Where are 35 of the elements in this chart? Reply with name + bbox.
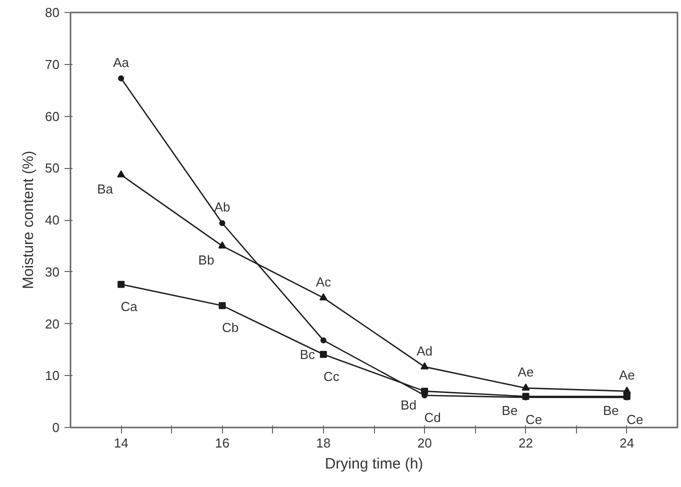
y-tick-label: 0 — [52, 420, 60, 435]
annotation: Cd — [424, 410, 441, 425]
y-tick-label: 20 — [45, 316, 60, 332]
annotation: Ae — [518, 364, 534, 380]
annotation: Ac — [316, 274, 332, 290]
y-tick-label: 70 — [45, 56, 60, 72]
x-tick-label: 22 — [518, 436, 533, 450]
y-tick-label: 80 — [45, 5, 60, 20]
y-tick-label: 30 — [45, 264, 60, 280]
annotation: Aa — [113, 54, 130, 70]
y-axis-title: Moisture content (%) — [20, 150, 38, 290]
annotation: Bc — [300, 346, 316, 362]
annotation: Ca — [120, 298, 138, 314]
annotation: Bb — [198, 252, 214, 268]
annotation: Ce — [525, 412, 542, 427]
annotation: Be — [602, 402, 619, 418]
y-tick-label: 60 — [45, 108, 60, 124]
y-tick-label: 40 — [45, 212, 60, 228]
y-tick-label: 50 — [45, 160, 60, 176]
annotation: Ba — [97, 181, 114, 196]
annotation: Ab — [214, 200, 230, 215]
x-tick-label: 16 — [215, 436, 230, 450]
x-tick-label: 14 — [114, 436, 128, 450]
annotation: Ce — [626, 412, 644, 427]
annotation: Cc — [323, 368, 340, 384]
annotation: Bd — [400, 398, 417, 413]
x-tick-label: 24 — [620, 436, 634, 450]
annotation: Ad — [416, 343, 433, 358]
annotation: Be — [502, 402, 518, 418]
y-tick-label: 10 — [45, 368, 60, 384]
x-tick-label: 18 — [316, 436, 331, 450]
x-tick-label: 20 — [417, 436, 432, 450]
annotation: Cb — [222, 320, 239, 336]
annotation: Ae — [618, 368, 635, 383]
x-axis-title: Drying time (h) — [324, 456, 424, 472]
